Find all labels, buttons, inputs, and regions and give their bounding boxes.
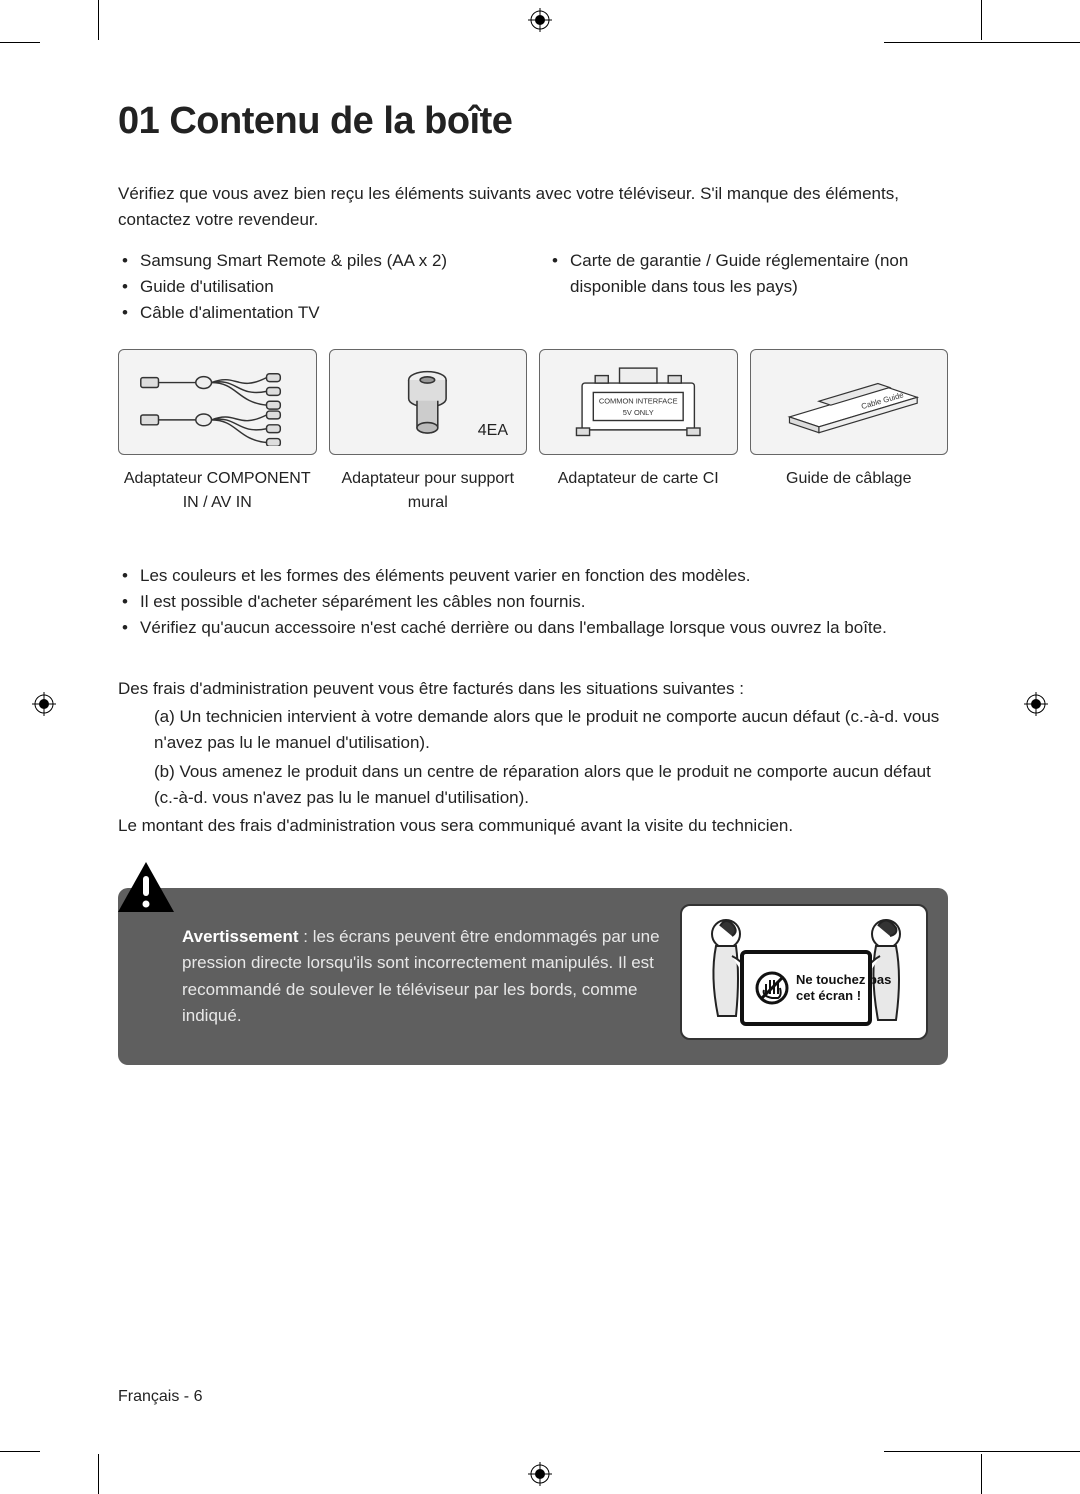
warning-illustration: Ne touchez pas cet écran ! (680, 904, 928, 1040)
list-item: Carte de garantie / Guide réglementaire … (548, 248, 948, 301)
component-adapter-icon (129, 358, 306, 446)
accessory-card-wall-mount: 4EA (329, 349, 528, 455)
warning-triangle-icon (116, 860, 176, 914)
included-items-list: Samsung Smart Remote & piles (AA x 2) Gu… (118, 248, 948, 327)
caption: Adaptateur pour support mural (329, 467, 528, 515)
ci-label-2: 5V ONLY (623, 408, 654, 417)
registration-mark-icon (32, 692, 56, 716)
admin-out: Le montant des frais d'administration vo… (118, 813, 948, 839)
ci-label-1: COMMON INTERFACE (599, 397, 678, 406)
crop-mark (884, 1451, 1080, 1452)
ci-adapter-icon: COMMON INTERFACE 5V ONLY (554, 355, 722, 449)
callout-l2: cet écran ! (796, 988, 861, 1003)
admin-a: (a) Un technicien intervient à votre dem… (118, 704, 948, 757)
list-col-right: Carte de garantie / Guide réglementaire … (548, 248, 948, 327)
warning-text: Avertissement : les écrans peuvent être … (182, 924, 698, 1029)
page-footer: Français - 6 (118, 1388, 202, 1406)
crop-mark (0, 1451, 40, 1452)
admin-b: (b) Vous amenez le produit dans un centr… (118, 759, 948, 812)
caption: Adaptateur de carte CI (539, 467, 738, 515)
list-item: Guide d'utilisation (118, 274, 518, 300)
list-item: Les couleurs et les formes des éléments … (118, 563, 948, 589)
page: 01 Contenu de la boîte Vérifiez que vous… (0, 0, 1080, 1494)
crop-mark (98, 1454, 99, 1494)
accessory-captions: Adaptateur COMPONENT IN / AV IN Adaptate… (118, 467, 948, 515)
callout-l1: Ne touchez pas (796, 972, 891, 987)
warning-label: Avertissement (182, 927, 299, 946)
list-col-left: Samsung Smart Remote & piles (AA x 2) Gu… (118, 248, 518, 327)
accessory-card-cable-guide: Cable Guide (750, 349, 949, 455)
registration-mark-icon (528, 8, 552, 32)
admin-intro: Des frais d'administration peuvent vous … (118, 676, 948, 702)
warning-box: Avertissement : les écrans peuvent être … (118, 888, 948, 1065)
notes-list: Les couleurs et les formes des éléments … (118, 563, 948, 642)
accessory-card-ci-adapter: COMMON INTERFACE 5V ONLY (539, 349, 738, 455)
registration-mark-icon (528, 1462, 552, 1486)
list-item: Samsung Smart Remote & piles (AA x 2) (118, 248, 518, 274)
crop-mark (981, 0, 982, 40)
accessory-grid: 4EA COMMON INTERFACE 5V ONLY (118, 349, 948, 455)
accessory-card-component-adapter (118, 349, 317, 455)
crop-mark (0, 42, 40, 43)
registration-mark-icon (1024, 692, 1048, 716)
caption: Adaptateur COMPONENT IN / AV IN (118, 467, 317, 515)
wall-mount-adapter-icon (365, 355, 490, 449)
page-title: 01 Contenu de la boîte (118, 100, 948, 143)
content-area: 01 Contenu de la boîte Vérifiez que vous… (118, 100, 948, 1065)
crop-mark (98, 0, 99, 40)
cable-guide-icon: Cable Guide (760, 358, 937, 446)
list-item: Il est possible d'acheter séparément les… (118, 589, 948, 615)
list-item: Câble d'alimentation TV (118, 300, 518, 326)
crop-mark (981, 1454, 982, 1494)
quantity-label: 4EA (478, 422, 508, 440)
caption: Guide de câblage (750, 467, 949, 515)
list-item: Vérifiez qu'aucun accessoire n'est caché… (118, 615, 948, 641)
crop-mark (884, 42, 1080, 43)
intro-paragraph: Vérifiez que vous avez bien reçu les élé… (118, 181, 948, 234)
